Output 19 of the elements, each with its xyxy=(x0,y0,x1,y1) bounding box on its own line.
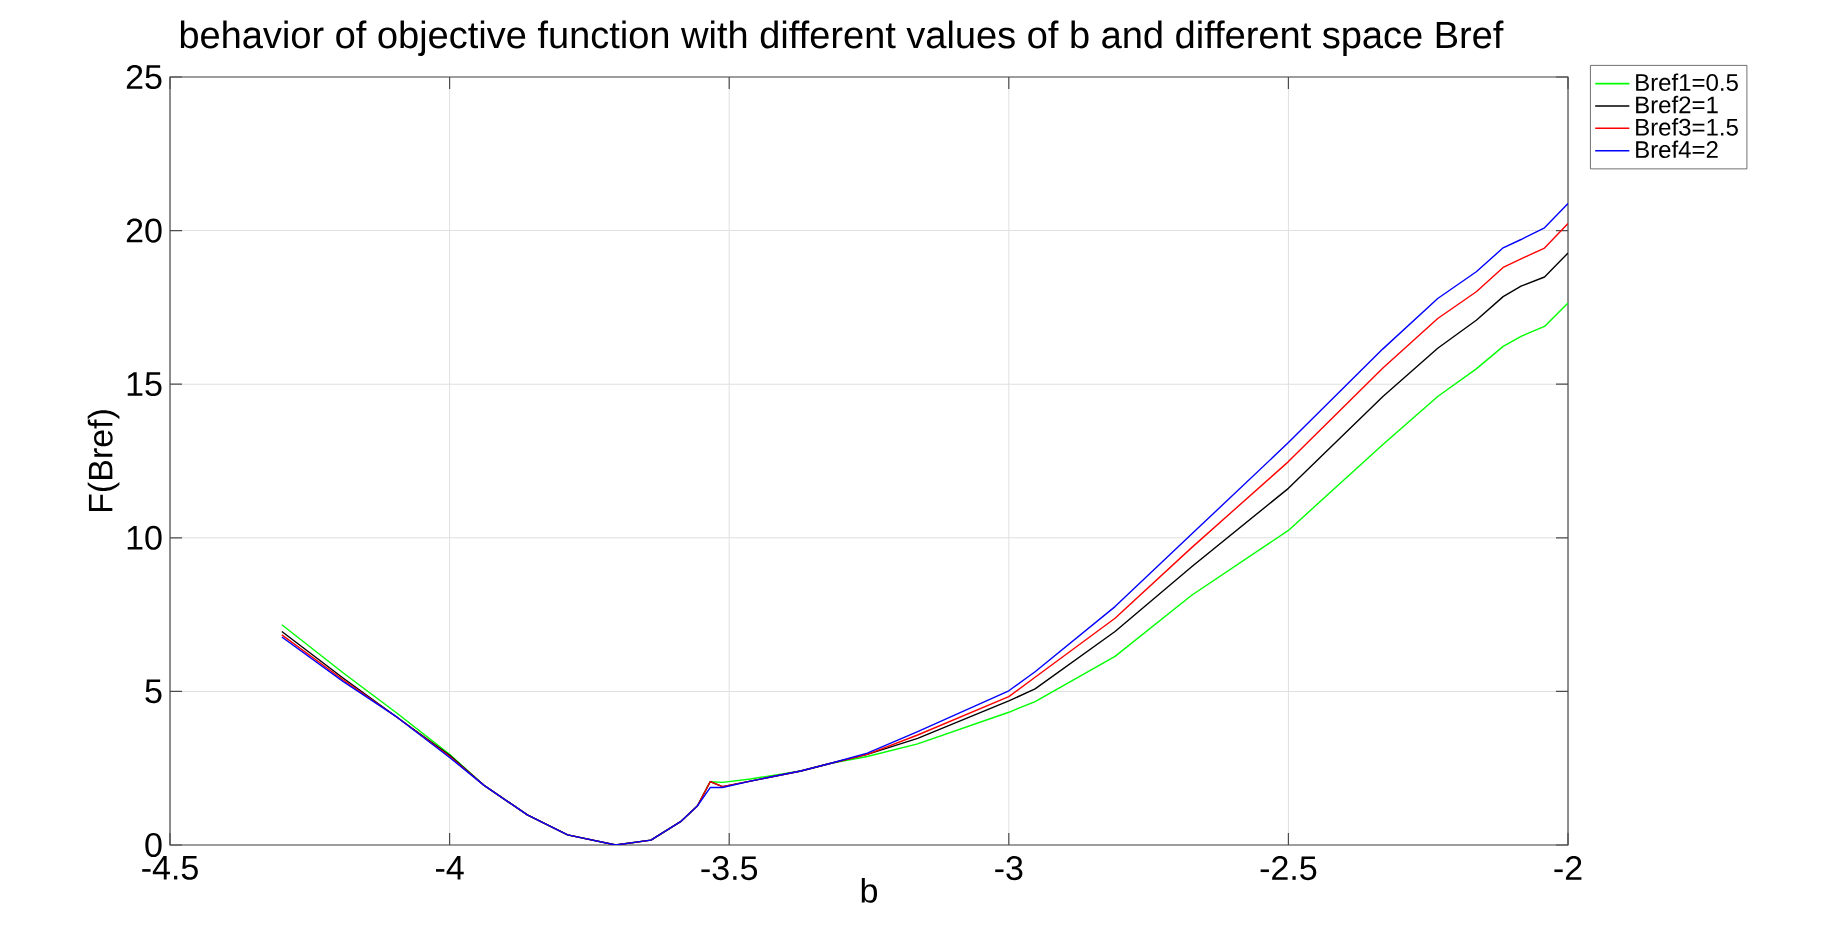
legend-label: Bref1=0.5 xyxy=(1636,73,1738,91)
y-tick-label: 15 xyxy=(127,372,162,397)
legend-label: Bref3=1.5 xyxy=(1636,118,1738,136)
y-tick-label: 20 xyxy=(126,218,162,243)
x-tick-label: -3 xyxy=(995,856,1023,881)
x-tick-label: -3.5 xyxy=(701,856,758,881)
x-tick-label: -4.5 xyxy=(142,856,198,880)
x-axis-title: b xyxy=(861,877,878,903)
y-tick-label: 0 xyxy=(145,832,162,858)
x-tick-label: -2 xyxy=(1554,856,1582,880)
x-tick-label: -2.5 xyxy=(1260,856,1317,881)
y-axis-title: F(Bref) xyxy=(87,410,120,512)
y-tick-label: 5 xyxy=(145,679,162,704)
y-tick-label: 10 xyxy=(127,525,162,550)
chart-title: behavior of objective function with different values of b and different space Bref xyxy=(180,20,1504,56)
legend-label: Bref2=1 xyxy=(1636,95,1718,114)
legend-label: Bref4=2 xyxy=(1636,140,1718,159)
y-tick-label: 25 xyxy=(126,64,162,90)
x-tick-label: -4 xyxy=(435,856,464,880)
